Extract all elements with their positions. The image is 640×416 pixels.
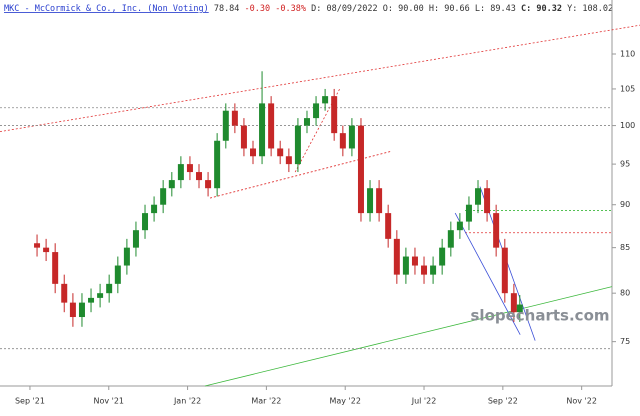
x-tick-label: Jul '22: [411, 397, 437, 406]
y-tick-label: 95: [620, 160, 630, 169]
y-tick-label: 90: [620, 200, 630, 209]
candle-body: [421, 265, 428, 275]
candle-body: [34, 243, 41, 248]
candle-body: [303, 118, 310, 126]
candle-body: [177, 164, 184, 181]
candle-body: [196, 172, 203, 181]
high: H: 90.66: [429, 4, 470, 14]
candle-body: [411, 256, 418, 266]
candle-body: [259, 103, 266, 157]
candle-body: [43, 247, 50, 253]
candle-body: [393, 238, 400, 275]
y-tick-label: 100: [620, 121, 635, 130]
x-tick-label: May '22: [329, 397, 360, 406]
x-tick-label: Jan '22: [173, 397, 201, 406]
x-tick-label: Sep '22: [488, 397, 518, 406]
y-tick-label: 110: [620, 50, 635, 59]
y-tick-label: 75: [620, 337, 630, 346]
candle-body: [142, 213, 149, 231]
candle-body: [510, 293, 517, 313]
symbol: MKC - McCormick & Co., Inc. (Non Voting): [4, 4, 209, 14]
candle-body: [331, 96, 338, 134]
y-tick-label: 85: [620, 243, 630, 252]
candle-body: [339, 133, 346, 149]
candle-body: [88, 297, 95, 303]
trendline: [454, 212, 521, 335]
y-tick-label: 105: [620, 84, 635, 93]
candle-body: [114, 265, 121, 284]
candle-body: [231, 110, 238, 126]
candle-body: [277, 148, 284, 157]
candle-body: [376, 188, 383, 214]
candle-body: [214, 140, 221, 189]
candle-body: [52, 252, 59, 284]
candle-body: [367, 188, 374, 214]
x-tick-label: Nov '21: [93, 397, 124, 406]
candle-body: [385, 213, 392, 239]
candle-body: [402, 256, 409, 275]
candle-body: [430, 265, 437, 275]
candle-body: [268, 103, 275, 149]
candle-body: [240, 125, 247, 149]
candle-body: [357, 125, 364, 214]
trendline: [0, 24, 640, 133]
candle-body: [447, 230, 454, 248]
change: -0.30: [245, 4, 271, 14]
candle-body: [439, 247, 446, 266]
candle-body: [222, 110, 229, 141]
watermark: slopecharts.com: [471, 307, 610, 325]
candle-body: [186, 164, 193, 173]
candle-body: [313, 103, 320, 119]
y-tick-label: 80: [620, 289, 630, 298]
close: C: 90.32: [521, 4, 562, 14]
y-value: Y: 108.02: [567, 4, 613, 14]
last: 78.84: [214, 4, 240, 14]
candle-body: [97, 293, 104, 298]
low: L: 89.43: [475, 4, 516, 14]
date: D: 08/09/2022: [311, 4, 378, 14]
change-pct: -0.38%: [275, 4, 306, 14]
candle-body: [151, 204, 158, 214]
candle-body: [465, 204, 472, 222]
x-tick-label: Nov '22: [566, 397, 597, 406]
candle-body: [501, 247, 508, 294]
candle-body: [123, 247, 130, 266]
candle-body: [249, 148, 256, 157]
open: O: 90.00: [383, 4, 424, 14]
candle-body: [294, 125, 301, 165]
x-tick-label: Sep '21: [15, 397, 45, 406]
candle-body: [484, 188, 491, 214]
header: MKC - McCormick & Co., Inc. (Non Voting)…: [4, 4, 613, 14]
x-tick-label: Mar '22: [251, 397, 281, 406]
candle-body: [285, 156, 292, 165]
candle-body: [160, 188, 167, 205]
candle-body: [516, 304, 523, 313]
candle-body: [168, 180, 175, 189]
trendline: [204, 286, 613, 387]
candle-body: [205, 180, 212, 189]
candle-body: [348, 125, 355, 149]
candle-body: [61, 283, 68, 303]
candle-body: [132, 230, 139, 248]
candle-body: [493, 213, 500, 248]
candle-body: [322, 96, 329, 104]
candle-body: [475, 188, 482, 205]
candle-body: [69, 302, 76, 318]
candle-body: [456, 221, 463, 231]
candle-body: [106, 283, 113, 294]
candle-body: [78, 302, 85, 318]
trendline: [209, 151, 391, 199]
